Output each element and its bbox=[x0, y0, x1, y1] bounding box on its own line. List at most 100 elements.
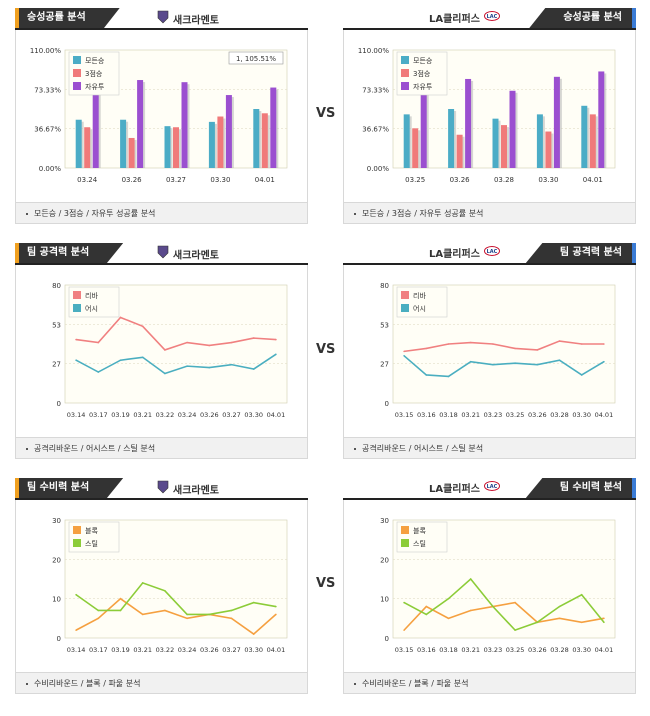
series-line bbox=[403, 577, 605, 632]
data-point bbox=[425, 613, 428, 616]
vs-label: VS bbox=[316, 576, 336, 591]
clippers-logo-icon: LAC bbox=[483, 480, 500, 498]
data-point bbox=[208, 613, 211, 616]
legend-swatch bbox=[401, 82, 409, 90]
series-line bbox=[403, 340, 604, 353]
x-tick-label: 03.30 bbox=[244, 411, 263, 419]
data-point bbox=[514, 601, 516, 604]
bar bbox=[456, 134, 463, 168]
data-point bbox=[603, 343, 605, 345]
data-point bbox=[275, 353, 277, 356]
data-point bbox=[97, 609, 100, 612]
away-offense-chart: 토토박사totobaksa.com027538003.1503.1603.180… bbox=[380, 282, 616, 419]
bar bbox=[84, 127, 91, 168]
home-shooting-chart: 토토박사totobaksa.com0.00%36.67%73.33%110.00… bbox=[30, 47, 288, 184]
data-point bbox=[514, 347, 516, 350]
kings-logo-icon bbox=[157, 245, 169, 266]
section-tab[interactable]: 승성공률 분석 bbox=[15, 8, 120, 28]
section-tab[interactable]: 팀 수비력 분석 bbox=[525, 478, 636, 498]
data-point bbox=[75, 338, 77, 341]
x-tick-label: 03.18 bbox=[439, 411, 458, 419]
data-point bbox=[186, 613, 188, 616]
panel-footer: 모든승 / 3점승 / 자유투 성공률 분석 bbox=[343, 202, 636, 224]
data-point bbox=[141, 613, 144, 616]
data-point bbox=[469, 360, 472, 363]
data-point bbox=[514, 362, 516, 364]
x-tick-label: 03.16 bbox=[417, 646, 436, 654]
y-tick-label: 110.00% bbox=[358, 47, 389, 55]
y-tick-label: 10 bbox=[52, 596, 61, 604]
legend-label: 리바 bbox=[413, 291, 426, 300]
x-tick-label: 03.25 bbox=[506, 411, 525, 419]
data-point bbox=[492, 605, 494, 608]
data-point bbox=[275, 613, 277, 616]
series-line bbox=[75, 316, 276, 351]
team-name: 새크라멘토 bbox=[153, 480, 219, 498]
bar bbox=[403, 114, 410, 168]
data-point bbox=[425, 347, 428, 350]
x-tick-label: 04.01 bbox=[583, 176, 603, 184]
data-point bbox=[403, 601, 405, 604]
team-name: LA클리퍼스 LAC bbox=[429, 10, 504, 28]
x-tick-label: 03.17 bbox=[89, 411, 108, 419]
bar bbox=[137, 80, 144, 168]
data-point bbox=[580, 374, 583, 376]
y-tick-label: 0 bbox=[57, 400, 61, 408]
bar bbox=[545, 131, 552, 168]
section-tab[interactable]: 승성공률 분석 bbox=[529, 8, 636, 28]
data-point bbox=[469, 578, 472, 580]
data-point bbox=[164, 349, 166, 351]
y-tick-label: 27 bbox=[52, 361, 61, 369]
legend-label: 모든승 bbox=[413, 57, 433, 65]
data-point bbox=[97, 617, 100, 620]
y-tick-label: 20 bbox=[380, 556, 389, 564]
legend-label: 어시 bbox=[85, 304, 98, 313]
data-point bbox=[603, 617, 605, 620]
y-tick-label: 0.00% bbox=[367, 165, 390, 173]
y-tick-label: 30 bbox=[380, 517, 389, 525]
data-point bbox=[425, 374, 428, 376]
data-point bbox=[514, 629, 516, 631]
legend-swatch bbox=[401, 526, 409, 534]
data-point bbox=[425, 605, 428, 608]
data-point bbox=[208, 344, 211, 347]
section-tab[interactable]: 팀 수비력 분석 bbox=[15, 478, 124, 498]
x-tick-label: 03.28 bbox=[550, 646, 569, 654]
bar bbox=[589, 114, 596, 168]
section-tab[interactable]: 팀 공격력 분석 bbox=[15, 243, 124, 263]
data-point bbox=[252, 633, 255, 635]
data-point bbox=[141, 356, 144, 359]
x-tick-label: 03.22 bbox=[156, 411, 175, 419]
data-point bbox=[186, 365, 188, 367]
bar bbox=[448, 109, 455, 168]
team-name: 새크라멘토 bbox=[153, 10, 219, 28]
vs-label: VS bbox=[316, 342, 336, 357]
y-tick-label: 0.00% bbox=[39, 165, 62, 173]
x-tick-label: 03.27 bbox=[222, 646, 241, 654]
data-point bbox=[119, 359, 122, 362]
data-point bbox=[186, 617, 188, 620]
data-point bbox=[603, 621, 605, 624]
data-point bbox=[119, 609, 122, 612]
data-point bbox=[186, 341, 188, 344]
data-point bbox=[164, 590, 166, 592]
legend-swatch bbox=[73, 526, 81, 534]
data-point bbox=[447, 617, 450, 620]
panel-header: 팀 공격력 분석 새크라멘토 bbox=[15, 243, 308, 265]
x-tick-label: 03.30 bbox=[572, 646, 591, 654]
bar bbox=[253, 109, 260, 168]
legend-swatch bbox=[401, 291, 409, 299]
data-point bbox=[403, 629, 405, 631]
series-line bbox=[403, 601, 605, 631]
bar bbox=[492, 118, 499, 168]
data-point bbox=[492, 343, 494, 345]
data-point bbox=[208, 366, 211, 369]
data-point bbox=[558, 340, 561, 342]
section-tab[interactable]: 팀 공격력 분석 bbox=[525, 243, 636, 263]
data-point bbox=[603, 360, 605, 363]
x-tick-label: 04.01 bbox=[595, 411, 614, 419]
